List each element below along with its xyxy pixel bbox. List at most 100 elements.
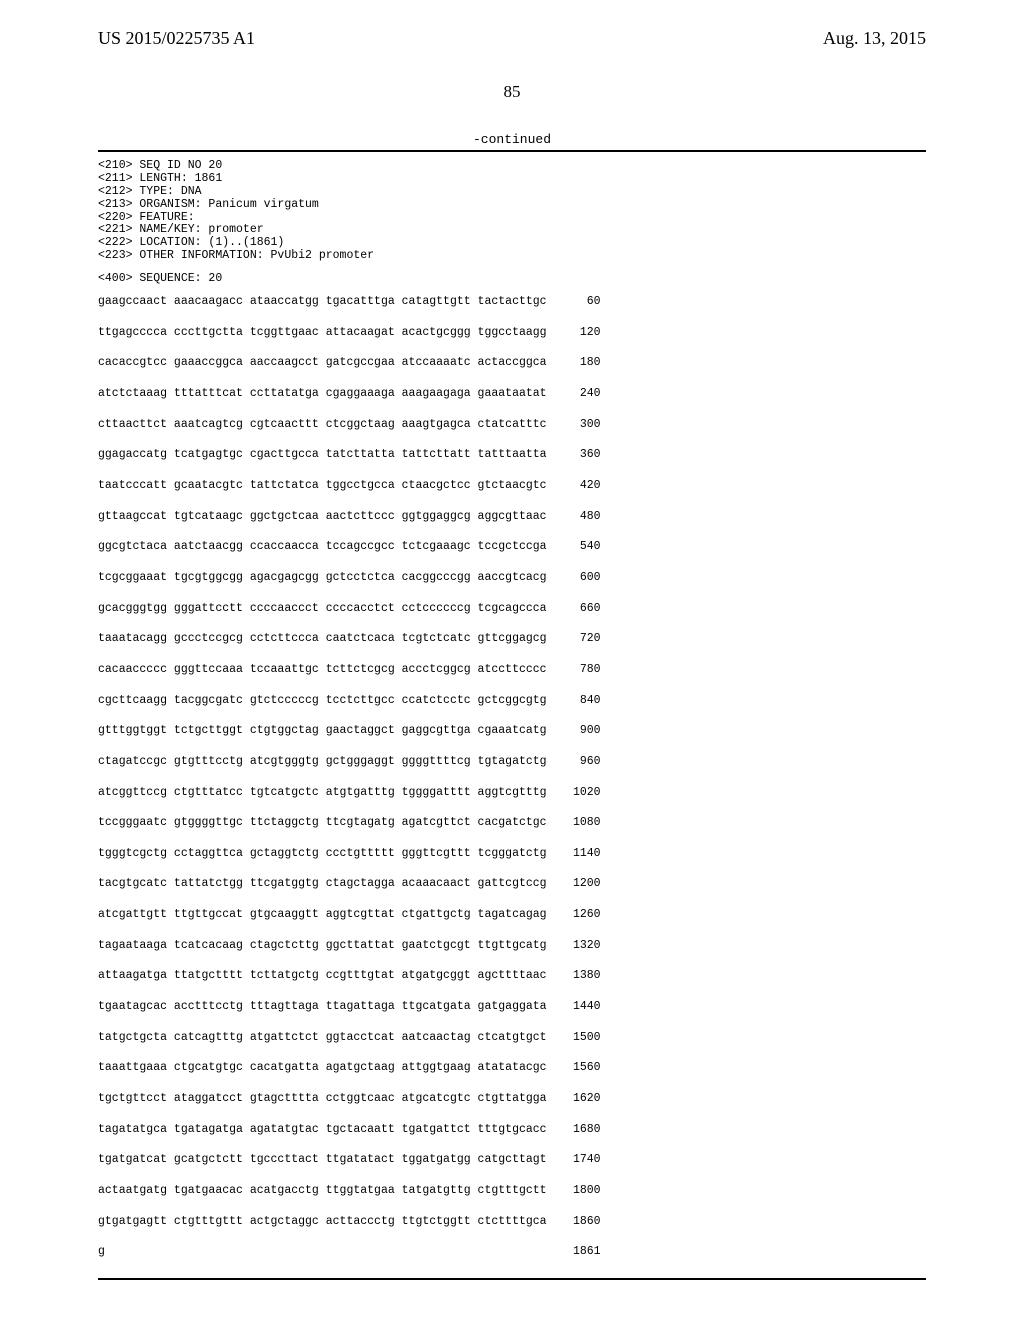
sequence-index: 1260	[553, 909, 601, 921]
sequence-row: ggcgtctaca aatctaacgg ccaccaacca tccagcc…	[98, 541, 601, 553]
sequence-groups: cttaacttct aaatcagtcg cgtcaacttt ctcggct…	[98, 419, 547, 431]
sequence-index: 900	[553, 725, 601, 737]
sequence-groups: tgaatagcac acctttcctg tttagttaga ttagatt…	[98, 1001, 547, 1013]
sequence-groups: tacgtgcatc tattatctgg ttcgatggtg ctagcta…	[98, 878, 547, 890]
sequence-index: 1740	[553, 1154, 601, 1166]
sequence-row: cgcttcaagg tacggcgatc gtctcccccg tcctctt…	[98, 695, 601, 707]
sequence-groups: taaattgaaa ctgcatgtgc cacatgatta agatgct…	[98, 1062, 547, 1074]
sequence-index: 60	[553, 296, 601, 308]
sequence-index: 240	[553, 388, 601, 400]
sequence-row: tatgctgcta catcagtttg atgattctct ggtacct…	[98, 1032, 601, 1044]
rule-top	[98, 150, 926, 152]
sequence-row: tgaatagcac acctttcctg tttagttaga ttagatt…	[98, 1001, 601, 1013]
sequence-row: cttaacttct aaatcagtcg cgtcaacttt ctcggct…	[98, 419, 601, 431]
sequence-index: 1861	[553, 1246, 601, 1258]
sequence-row: gttaagccat tgtcataagc ggctgctcaa aactctt…	[98, 511, 601, 523]
sequence-index: 1680	[553, 1124, 601, 1136]
sequence-index: 1020	[553, 787, 601, 799]
sequence-row: tagatatgca tgatagatga agatatgtac tgctaca…	[98, 1124, 601, 1136]
sequence-row: cacaaccccc gggttccaaa tccaaattgc tcttctc…	[98, 664, 601, 676]
sequence-groups: gttaagccat tgtcataagc ggctgctcaa aactctt…	[98, 511, 547, 523]
sequence-groups: gtgatgagtt ctgtttgttt actgctaggc acttacc…	[98, 1216, 547, 1228]
sequence-groups: gaagccaact aaacaagacc ataaccatgg tgacatt…	[98, 296, 547, 308]
sequence-index: 1560	[553, 1062, 601, 1074]
sequence-row: tgatgatcat gcatgctctt tgcccttact ttgatat…	[98, 1154, 601, 1166]
sequence-groups: tccgggaatc gtggggttgc ttctaggctg ttcgtag…	[98, 817, 547, 829]
sequence-groups: gtttggtggt tctgcttggt ctgtggctag gaactag…	[98, 725, 547, 737]
sequence-groups: tatgctgcta catcagtttg atgattctct ggtacct…	[98, 1032, 547, 1044]
sequence-index: 360	[553, 449, 601, 461]
sequence-groups: atcgattgtt ttgttgccat gtgcaaggtt aggtcgt…	[98, 909, 547, 921]
sequence-index: 1080	[553, 817, 601, 829]
sequence-groups: gcacgggtgg gggattcctt ccccaaccct ccccacc…	[98, 603, 547, 615]
sequence-groups: tagatatgca tgatagatga agatatgtac tgctaca…	[98, 1124, 547, 1136]
sequence-index: 180	[553, 357, 601, 369]
sequence-index: 480	[553, 511, 601, 523]
sequence-groups: cacaccgtcc gaaaccggca aaccaagcct gatcgcc…	[98, 357, 547, 369]
publication-number: US 2015/0225735 A1	[98, 28, 255, 49]
sequence-row: taatcccatt gcaatacgtc tattctatca tggcctg…	[98, 480, 601, 492]
sequence-index: 120	[553, 327, 601, 339]
sequence-groups: atctctaaag tttatttcat ccttatatga cgaggaa…	[98, 388, 547, 400]
page-number: 85	[0, 82, 1024, 102]
sequence-groups: ctagatccgc gtgtttcctg atcgtgggtg gctggga…	[98, 756, 547, 768]
sequence-heading: <400> SEQUENCE: 20	[98, 272, 222, 285]
sequence-index: 660	[553, 603, 601, 615]
sequence-groups: ttgagcccca cccttgctta tcggttgaac attacaa…	[98, 327, 547, 339]
sequence-index: 1380	[553, 970, 601, 982]
sequence-row: cacaccgtcc gaaaccggca aaccaagcct gatcgcc…	[98, 357, 601, 369]
sequence-groups: cacaaccccc gggttccaaa tccaaattgc tcttctc…	[98, 664, 547, 676]
sequence-index: 780	[553, 664, 601, 676]
sequence-index: 1440	[553, 1001, 601, 1013]
sequence-index: 1860	[553, 1216, 601, 1228]
sequence-index: 840	[553, 695, 601, 707]
sequence-row: ttgagcccca cccttgctta tcggttgaac attacaa…	[98, 327, 601, 339]
sequence-groups: cgcttcaagg tacggcgatc gtctcccccg tcctctt…	[98, 695, 547, 707]
sequence-row: gaagccaact aaacaagacc ataaccatgg tgacatt…	[98, 296, 601, 308]
sequence-groups: taatcccatt gcaatacgtc tattctatca tggcctg…	[98, 480, 547, 492]
sequence-index: 720	[553, 633, 601, 645]
sequence-groups: g	[98, 1246, 547, 1258]
sequence-groups: taaatacagg gccctccgcg cctcttccca caatctc…	[98, 633, 547, 645]
sequence-groups: actaatgatg tgatgaacac acatgacctg ttggtat…	[98, 1185, 547, 1197]
sequence-body: gaagccaact aaacaagacc ataaccatgg tgacatt…	[98, 296, 601, 1277]
sequence-row: tccgggaatc gtggggttgc ttctaggctg ttcgtag…	[98, 817, 601, 829]
sequence-index: 1800	[553, 1185, 601, 1197]
sequence-index: 1500	[553, 1032, 601, 1044]
rule-bottom	[98, 1278, 926, 1280]
page: US 2015/0225735 A1 Aug. 13, 2015 85 -con…	[0, 0, 1024, 1320]
sequence-row: atctctaaag tttatttcat ccttatatga cgaggaa…	[98, 388, 601, 400]
sequence-groups: ggcgtctaca aatctaacgg ccaccaacca tccagcc…	[98, 541, 547, 553]
sequence-row: attaagatga ttatgctttt tcttatgctg ccgtttg…	[98, 970, 601, 982]
sequence-row: gcacgggtgg gggattcctt ccccaaccct ccccacc…	[98, 603, 601, 615]
sequence-row: taaatacagg gccctccgcg cctcttccca caatctc…	[98, 633, 601, 645]
sequence-index: 1620	[553, 1093, 601, 1105]
sequence-index: 420	[553, 480, 601, 492]
sequence-groups: tgctgttcct ataggatcct gtagctttta cctggtc…	[98, 1093, 547, 1105]
sequence-index: 1140	[553, 848, 601, 860]
sequence-row: gtttggtggt tctgcttggt ctgtggctag gaactag…	[98, 725, 601, 737]
sequence-row: atcggttccg ctgtttatcc tgtcatgctc atgtgat…	[98, 787, 601, 799]
sequence-groups: atcggttccg ctgtttatcc tgtcatgctc atgtgat…	[98, 787, 547, 799]
publication-date: Aug. 13, 2015	[823, 28, 926, 49]
sequence-index: 1320	[553, 940, 601, 952]
sequence-row: tcgcggaaat tgcgtggcgg agacgagcgg gctcctc…	[98, 572, 601, 584]
sequence-row: tgggtcgctg cctaggttca gctaggtctg ccctgtt…	[98, 848, 601, 860]
sequence-row: atcgattgtt ttgttgccat gtgcaaggtt aggtcgt…	[98, 909, 601, 921]
sequence-row: taaattgaaa ctgcatgtgc cacatgatta agatgct…	[98, 1062, 601, 1074]
sequence-groups: attaagatga ttatgctttt tcttatgctg ccgtttg…	[98, 970, 547, 982]
continued-label: -continued	[0, 132, 1024, 147]
sequence-index: 540	[553, 541, 601, 553]
sequence-row: tgctgttcct ataggatcct gtagctttta cctggtc…	[98, 1093, 601, 1105]
sequence-row: actaatgatg tgatgaacac acatgacctg ttggtat…	[98, 1185, 601, 1197]
sequence-metadata: <210> SEQ ID NO 20 <211> LENGTH: 1861 <2…	[98, 160, 374, 263]
sequence-groups: tgggtcgctg cctaggttca gctaggtctg ccctgtt…	[98, 848, 547, 860]
sequence-index: 300	[553, 419, 601, 431]
sequence-row: ctagatccgc gtgtttcctg atcgtgggtg gctggga…	[98, 756, 601, 768]
sequence-row: ggagaccatg tcatgagtgc cgacttgcca tatctta…	[98, 449, 601, 461]
sequence-row: g 1861	[98, 1246, 601, 1258]
sequence-groups: tgatgatcat gcatgctctt tgcccttact ttgatat…	[98, 1154, 547, 1166]
sequence-groups: tagaataaga tcatcacaag ctagctcttg ggcttat…	[98, 940, 547, 952]
sequence-row: tacgtgcatc tattatctgg ttcgatggtg ctagcta…	[98, 878, 601, 890]
sequence-groups: tcgcggaaat tgcgtggcgg agacgagcgg gctcctc…	[98, 572, 547, 584]
